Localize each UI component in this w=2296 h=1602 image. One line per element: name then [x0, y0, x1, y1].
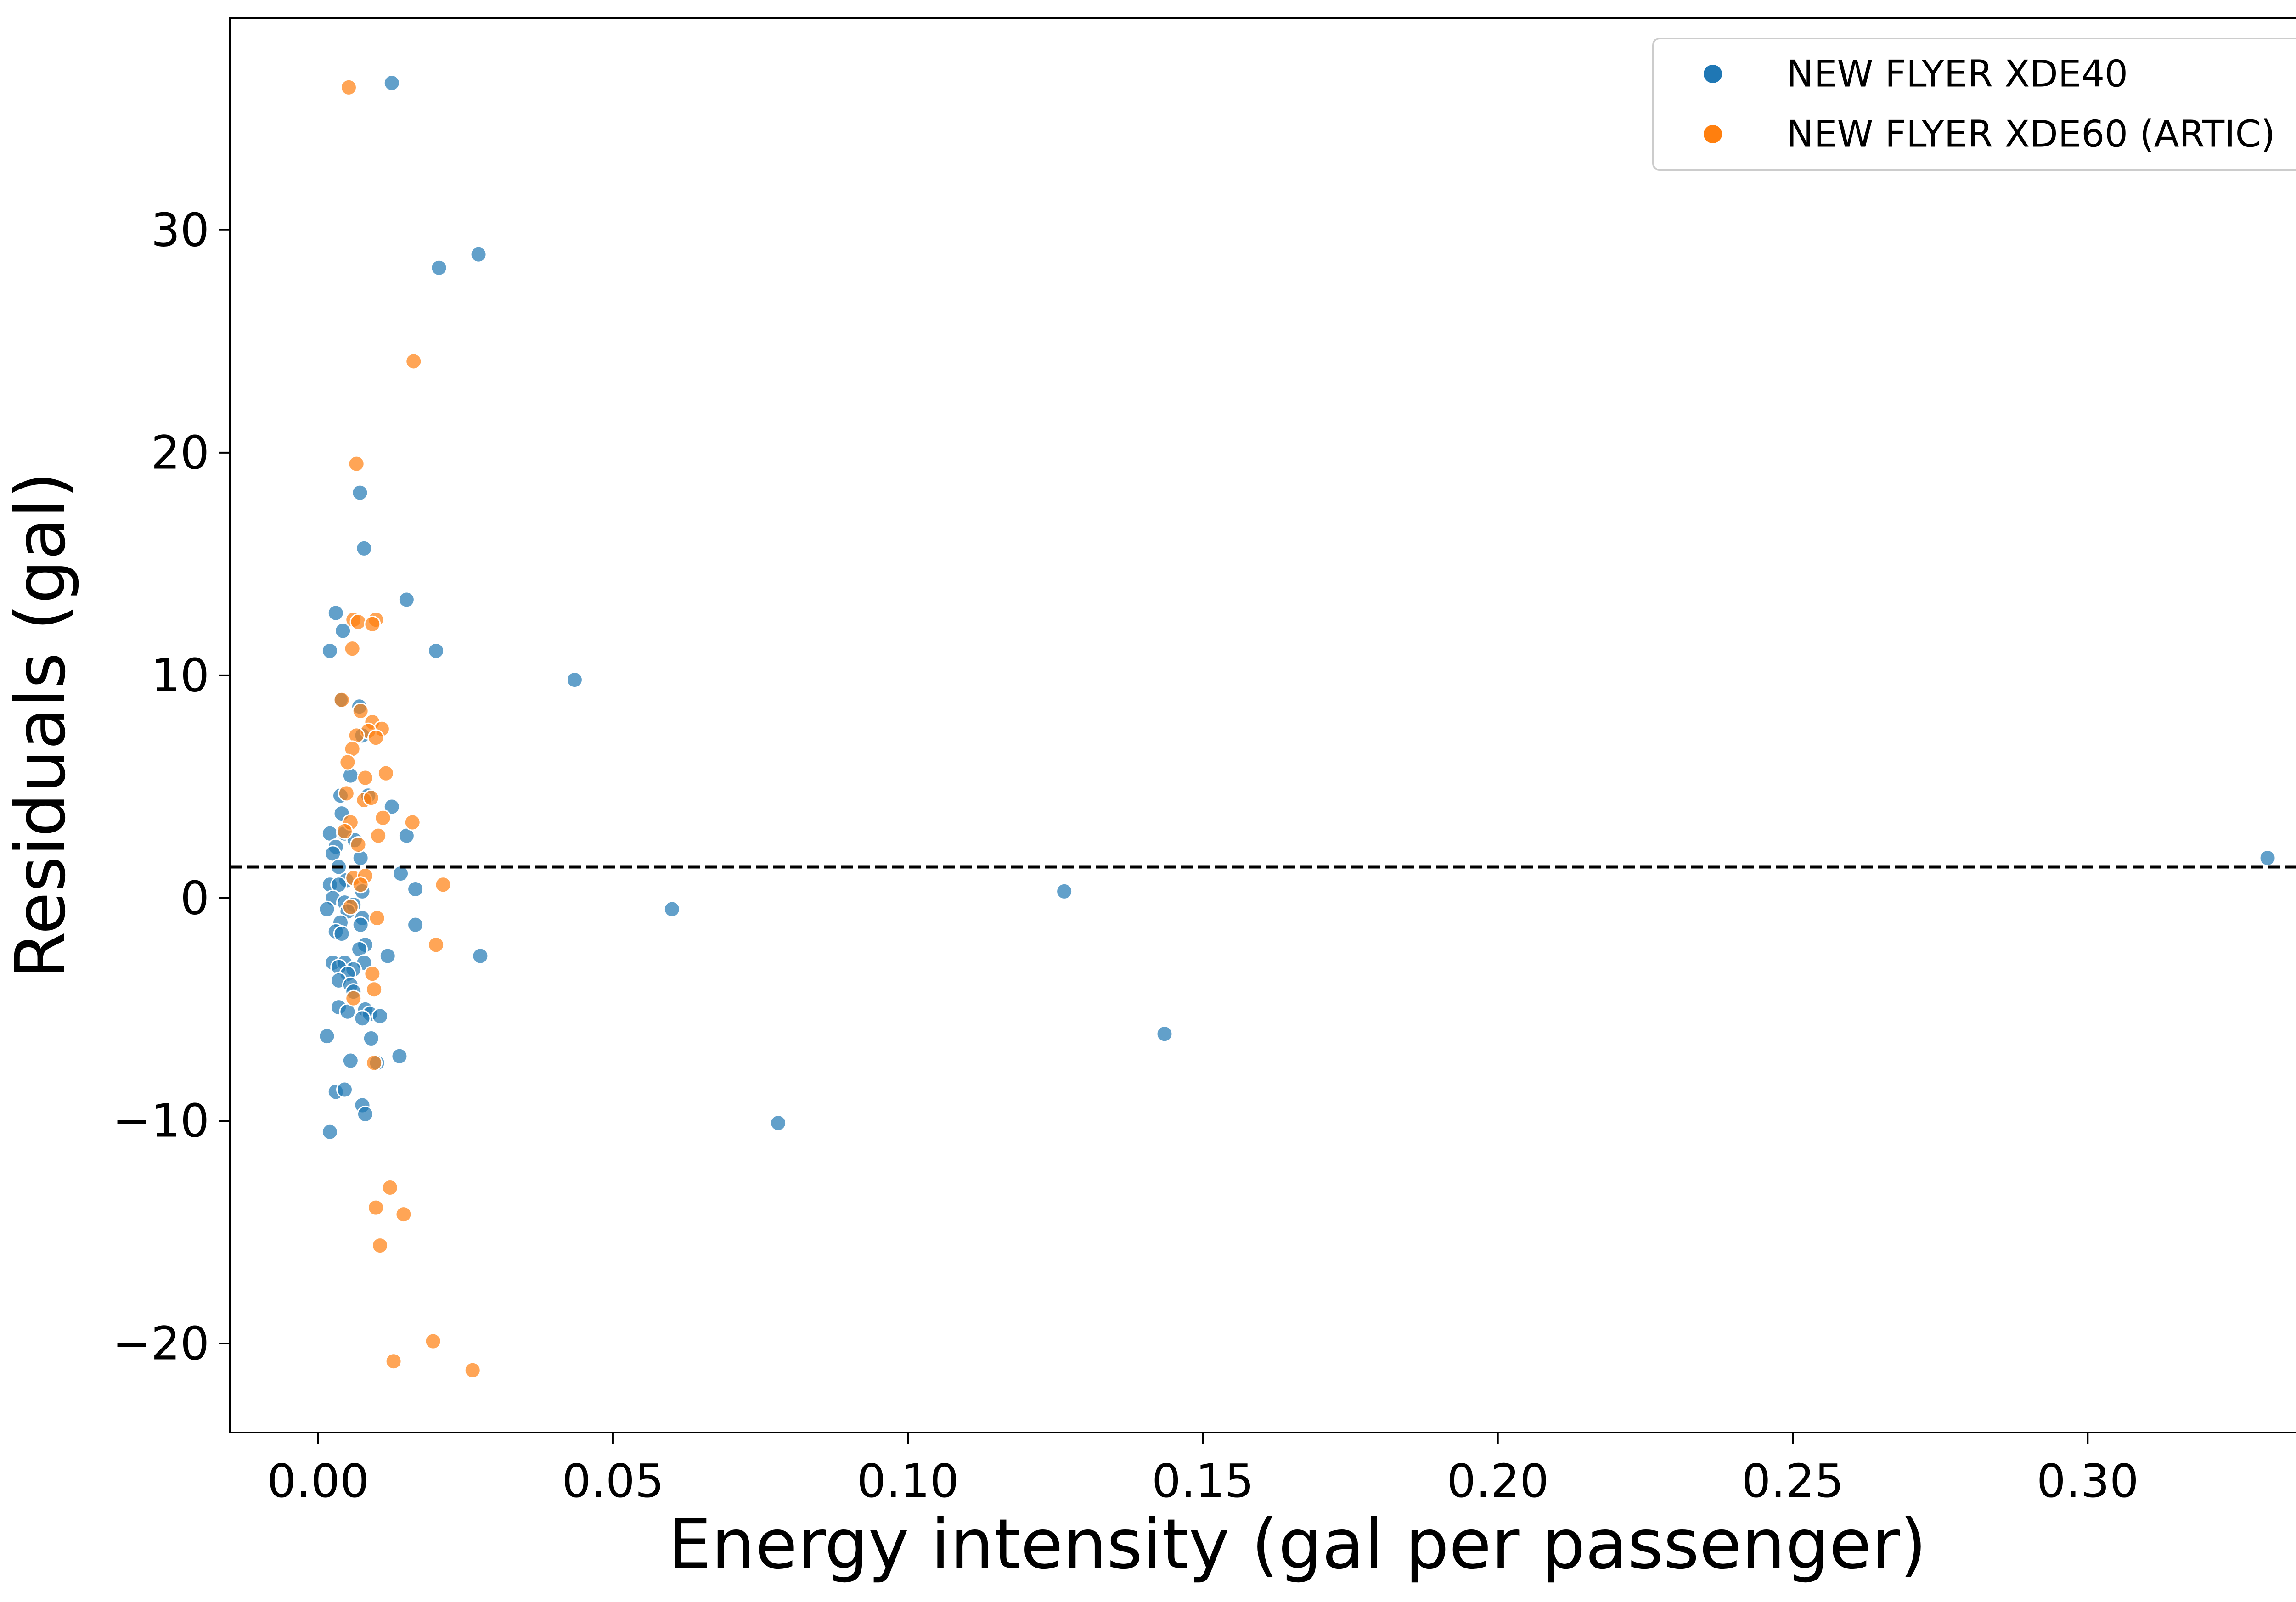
x-tick-label: 0.25	[1742, 1454, 1844, 1508]
data-point	[352, 916, 369, 933]
data-point	[321, 1123, 338, 1141]
data-point	[355, 540, 373, 557]
data-point	[370, 827, 387, 844]
data-point	[371, 1237, 389, 1254]
data-point	[470, 246, 487, 263]
x-axis-ticks: 0.00 0.05 0.10 0.15 0.20 0.25 0.30	[267, 1433, 2139, 1508]
x-tick-label: 0.00	[267, 1454, 369, 1508]
data-point	[367, 729, 385, 747]
data-point	[321, 642, 338, 660]
data-point	[339, 753, 356, 771]
data-point	[424, 1332, 442, 1350]
data-point	[1056, 883, 1073, 900]
data-point	[366, 981, 383, 998]
x-tick-label: 0.10	[857, 1454, 959, 1508]
data-point	[333, 691, 350, 708]
legend: NEW FLYER XDE40 NEW FLYER XDE60 (ARTIC)	[1652, 38, 2296, 171]
data-point	[371, 1007, 389, 1025]
data-point	[348, 455, 365, 472]
data-point	[340, 79, 357, 96]
data-point	[430, 259, 448, 276]
data-point	[356, 1105, 374, 1123]
data-point	[428, 642, 445, 660]
data-point	[336, 1081, 353, 1098]
data-point	[407, 916, 424, 933]
data-point	[354, 1010, 371, 1027]
data-point	[327, 604, 344, 622]
data-point	[349, 836, 367, 853]
data-point	[404, 814, 421, 831]
data-point	[395, 1206, 412, 1223]
x-tick-label: 0.20	[1446, 1454, 1549, 1508]
data-point	[405, 353, 422, 370]
data-point	[398, 591, 415, 608]
y-tick-label: 20	[151, 426, 209, 479]
data-point	[362, 1029, 380, 1047]
legend-label-xde60: NEW FLYER XDE60 (ARTIC)	[1786, 113, 2275, 156]
y-tick-label: 10	[151, 648, 209, 702]
data-point	[472, 947, 489, 965]
data-point	[345, 989, 362, 1007]
y-tick-label: 0	[180, 871, 209, 925]
data-point	[391, 1047, 408, 1065]
data-point	[352, 876, 369, 894]
data-point	[434, 876, 452, 894]
data-point	[336, 822, 353, 840]
data-point	[343, 640, 361, 658]
x-tick-label: 0.15	[1152, 1454, 1254, 1508]
y-axis-label: Residuals (gal)	[1, 472, 81, 979]
data-point	[366, 1054, 383, 1072]
data-point	[2259, 849, 2276, 867]
data-point	[566, 671, 583, 689]
series-xde40	[318, 74, 2276, 1141]
y-tick-label: −20	[113, 1316, 209, 1370]
data-point	[334, 622, 352, 640]
legend-frame	[1652, 38, 2296, 171]
data-point	[368, 910, 386, 927]
data-point	[383, 74, 400, 92]
data-point	[338, 785, 355, 802]
data-point	[464, 1361, 481, 1379]
data-point	[1156, 1025, 1173, 1043]
data-point	[428, 936, 445, 954]
data-point	[383, 798, 400, 815]
data-point	[377, 764, 394, 782]
data-point	[364, 615, 381, 633]
legend-marker-xde40	[1704, 65, 1722, 83]
x-tick-label: 0.05	[562, 1454, 664, 1508]
x-tick-label: 0.30	[2037, 1454, 2139, 1508]
data-point	[318, 900, 336, 918]
data-point	[352, 702, 369, 719]
data-point	[407, 881, 424, 898]
data-point	[663, 900, 681, 918]
data-point	[318, 1028, 336, 1045]
data-point	[385, 1353, 402, 1370]
data-point	[342, 898, 359, 916]
x-axis-label: Energy intensity (gal per passenger)	[668, 1505, 1926, 1585]
data-point	[349, 613, 367, 630]
y-tick-label: −10	[113, 1094, 209, 1147]
data-point	[770, 1114, 787, 1132]
data-point	[381, 1179, 399, 1196]
y-tick-label: 30	[151, 203, 209, 257]
series-xde60	[333, 79, 481, 1379]
data-point	[342, 1052, 359, 1069]
data-point	[351, 484, 369, 501]
legend-label-xde40: NEW FLYER XDE40	[1786, 53, 2128, 96]
data-point	[364, 965, 381, 983]
data-point	[333, 925, 350, 943]
plot-frame	[229, 17, 2296, 1433]
legend-marker-xde60	[1704, 125, 1722, 143]
data-point	[362, 789, 380, 807]
plot-background	[230, 18, 2296, 1433]
data-point	[367, 1199, 385, 1216]
data-point	[379, 947, 396, 965]
y-axis-ticks: −20 −10 0 10 20 30	[113, 203, 230, 1370]
points-layer	[318, 74, 2276, 1379]
data-point	[356, 769, 374, 787]
data-point	[374, 809, 392, 826]
